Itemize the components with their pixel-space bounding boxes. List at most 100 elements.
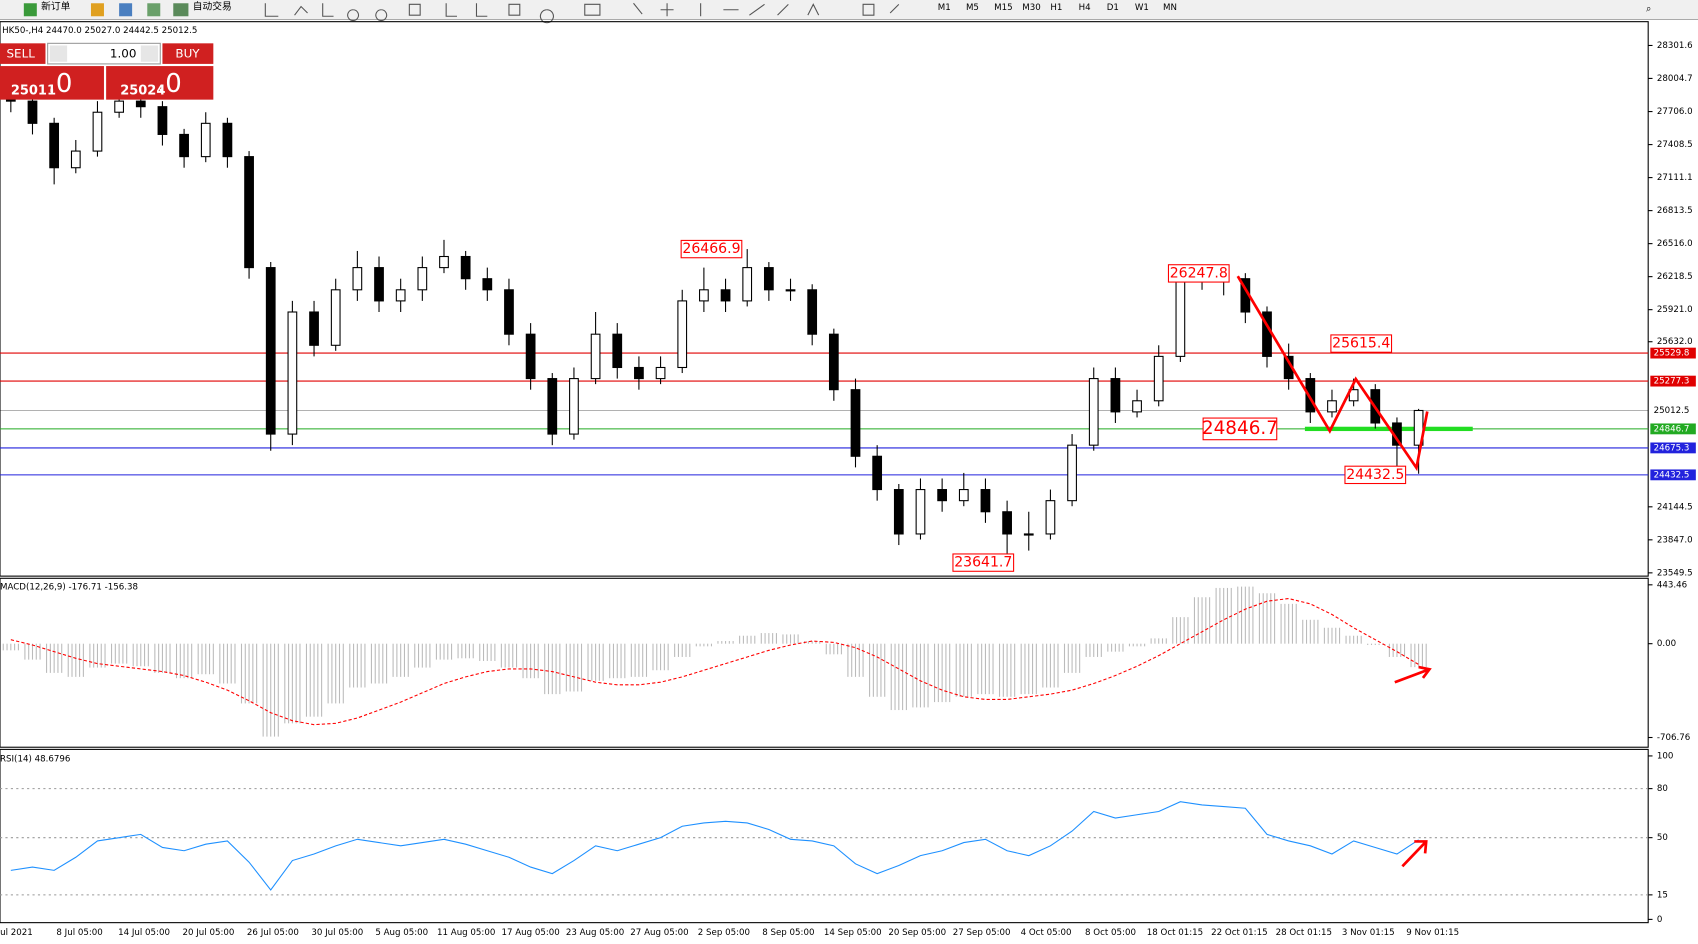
candle-body: [590, 333, 601, 380]
sell-label[interactable]: SELL: [6, 47, 35, 61]
price-tag: [1650, 442, 1696, 454]
lot-down[interactable]: [49, 45, 68, 62]
price-annotation-box: [1202, 417, 1278, 441]
candle-body: [330, 289, 341, 346]
price-tag-label: 24432.5: [1654, 470, 1690, 480]
candle-body: [569, 378, 579, 435]
toolbar: [0, 0, 1698, 20]
x-tick-label: 4 Oct 05:00: [1021, 928, 1072, 938]
candle-body: [655, 366, 666, 380]
drawing-tools[interactable]: [264, 2, 900, 24]
candle-body: [309, 311, 319, 346]
sell-button[interactable]: [0, 43, 46, 64]
candle-body: [504, 289, 514, 335]
bid-main[interactable]: 25011: [11, 83, 56, 98]
lot-value[interactable]: 1.00: [110, 47, 137, 61]
x-tick-label: 3 Nov 01:15: [1342, 928, 1395, 938]
main-panel: [0, 21, 1649, 577]
candle-body: [92, 111, 103, 152]
tool-icon[interactable]: [147, 3, 161, 17]
price-annotation: 25615.4: [1332, 336, 1390, 352]
signal-line: [10, 598, 1419, 726]
new-order-icon[interactable]: [23, 3, 37, 17]
bid-fraction[interactable]: .0: [48, 69, 73, 99]
y-tick-label: 26516.0: [1657, 239, 1693, 249]
candle-body: [1327, 400, 1337, 413]
candle-body: [265, 267, 276, 435]
candle-body: [763, 267, 774, 291]
x-tick-label: 27 Aug 05:00: [630, 928, 688, 938]
timeframe-button[interactable]: M5: [966, 3, 979, 13]
candle-body: [1002, 511, 1012, 535]
timeframe-button[interactable]: MN: [1163, 3, 1177, 13]
macd-title: MACD(12,26,9) -176.71 -156.38: [0, 582, 138, 592]
macd-chart: 443.46 0.00 -706.76: [2, 580, 1690, 743]
y-tick-label: 25921.0: [1657, 305, 1693, 315]
price-annotation: 26466.9: [682, 241, 740, 257]
candle-body: [395, 289, 406, 302]
candle-body: [374, 267, 384, 302]
price-tag: [1650, 469, 1696, 481]
auto-trading-icon[interactable]: [173, 3, 189, 17]
ask-main[interactable]: 25024: [120, 83, 165, 98]
timeframe-button[interactable]: H4: [1079, 3, 1092, 13]
toolbar-glyphs[interactable]: [264, 2, 900, 24]
price-annotation: 23641.7: [954, 555, 1012, 571]
search-icon[interactable]: ⌕: [1646, 4, 1651, 15]
y-tick-label: 80: [1657, 784, 1668, 794]
auto-trading-button[interactable]: 自动交易: [193, 0, 232, 13]
candle-body: [179, 133, 189, 158]
x-tick-label: 18 Oct 01:15: [1147, 928, 1203, 938]
timeframe-button[interactable]: M30: [1022, 3, 1040, 13]
candle-body: [1175, 278, 1186, 357]
x-tick-label: 9 Nov 01:15: [1406, 928, 1459, 938]
price-tag: [1650, 347, 1696, 359]
candle-body: [70, 150, 81, 169]
candle-body: [287, 311, 298, 435]
lot-up[interactable]: [140, 45, 159, 62]
new-order-button[interactable]: 新订单: [41, 0, 70, 13]
candle-body: [634, 366, 644, 380]
buy-label[interactable]: BUY: [175, 47, 200, 61]
price-annotation-box: [680, 239, 743, 259]
candle-body: [742, 267, 753, 302]
y-tick-label: 0: [1657, 915, 1663, 925]
x-tick-label: 14 Jul 05:00: [118, 928, 170, 938]
timeframe-button[interactable]: M1: [938, 3, 951, 13]
candle-body: [222, 122, 233, 158]
bid-box[interactable]: [0, 66, 104, 100]
x-tick-label: 2 Sep 05:00: [698, 928, 750, 938]
candle-body: [1045, 500, 1056, 535]
candle-body: [937, 489, 948, 502]
timeframe-button[interactable]: W1: [1135, 3, 1149, 13]
tool-icon[interactable]: [119, 3, 133, 17]
price-tag-label: 24846.7: [1654, 424, 1690, 434]
candle-body: [850, 389, 861, 457]
price-tag: [1650, 423, 1696, 435]
timeframe-button[interactable]: M15: [994, 3, 1012, 13]
timeframe-button[interactable]: D1: [1107, 3, 1119, 13]
lot-input[interactable]: [47, 42, 161, 65]
candle-body: [482, 278, 493, 291]
candle-body: [980, 489, 991, 513]
candle-body: [525, 333, 536, 380]
y-tick-label: 27408.5: [1657, 140, 1693, 150]
candle-body: [460, 255, 471, 280]
candle-body: [1348, 389, 1359, 402]
candle-body: [135, 100, 146, 108]
timeframe-button[interactable]: H1: [1050, 3, 1062, 13]
x-tick-label: 8 Oct 05:00: [1085, 928, 1136, 938]
y-tick-label: 0.00: [1657, 639, 1676, 649]
ask-fraction[interactable]: .0: [157, 69, 182, 99]
candle-body: [958, 489, 969, 502]
y-tick-label: 100: [1657, 751, 1674, 761]
x-tick-label: 8 Sep 05:00: [762, 928, 814, 938]
price-annotation: 24432.5: [1346, 467, 1404, 483]
tool-icon[interactable]: [90, 3, 104, 17]
y-tick-label: 50: [1657, 833, 1668, 843]
candle-body: [872, 455, 883, 491]
candle-body: [417, 267, 428, 291]
ask-box[interactable]: [106, 66, 214, 100]
buy-button[interactable]: [162, 43, 214, 64]
